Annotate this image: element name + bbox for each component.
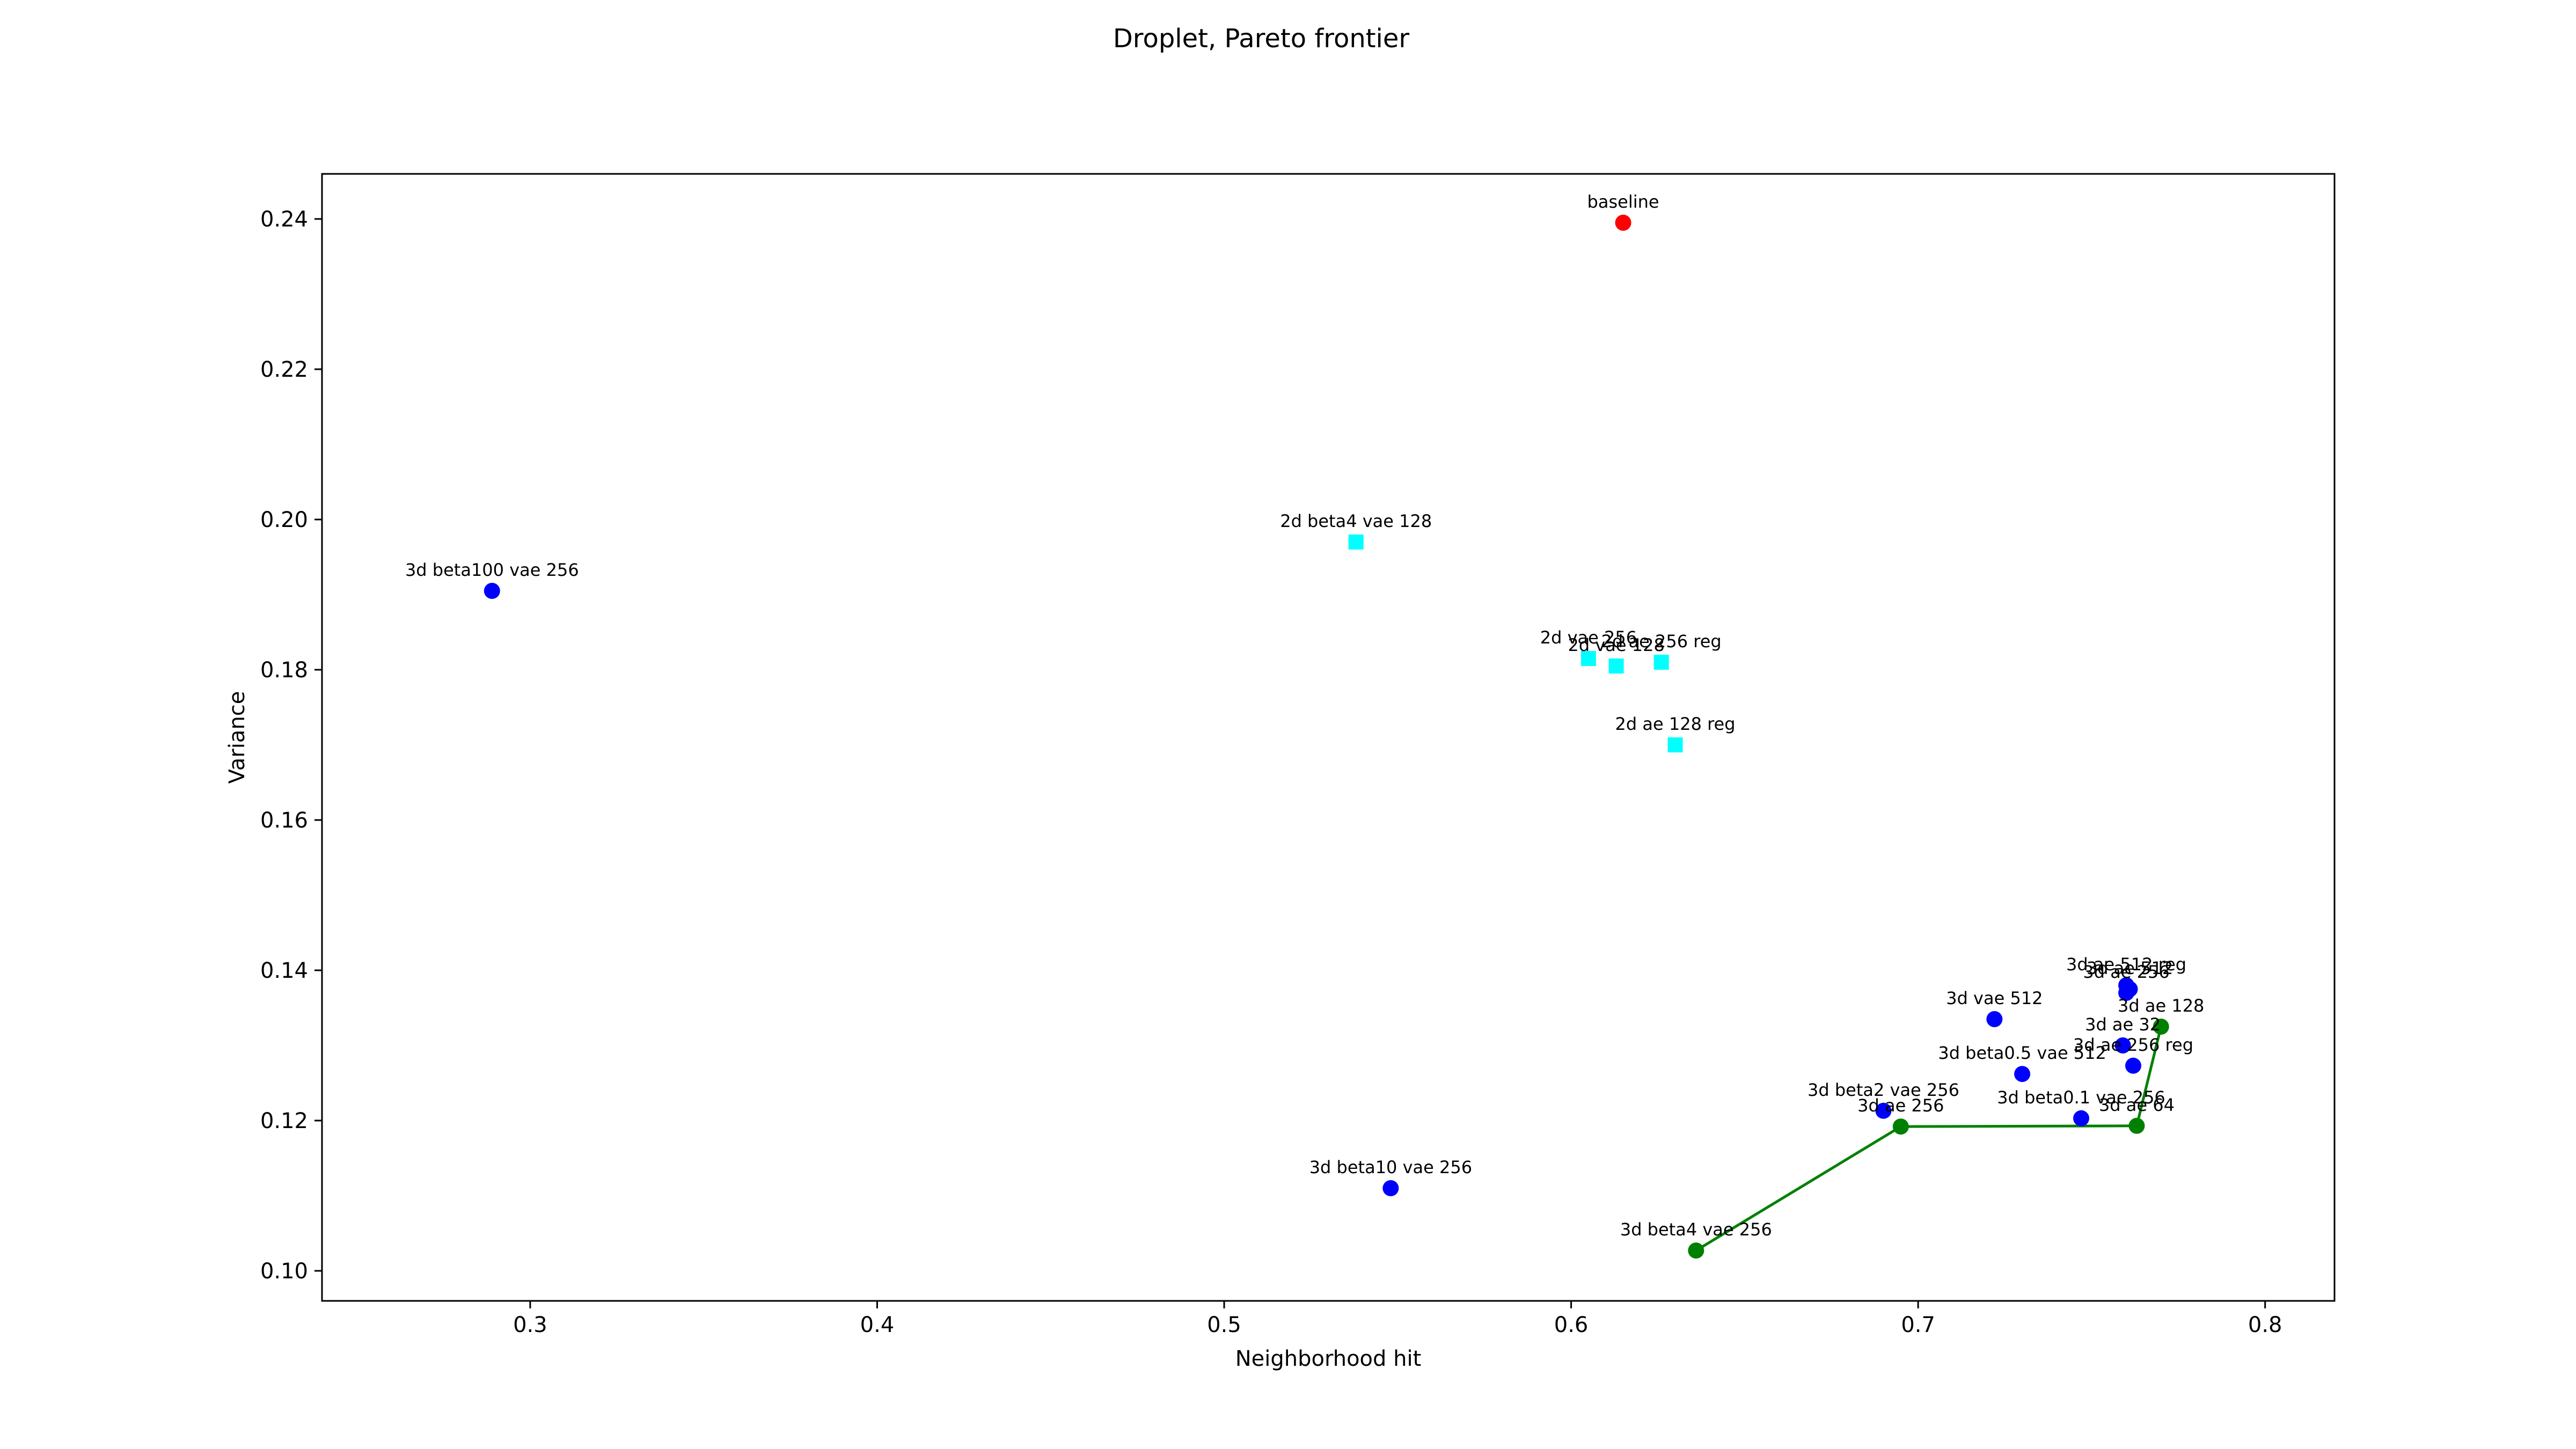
label-3d-beta10-vae-256: 3d beta10 vae 256 [1309,1157,1472,1177]
y-tick-label: 0.14 [260,958,308,983]
label-3d-beta0-5-vae-512: 3d beta0.5 vae 512 [1938,1043,2106,1063]
point-3d-beta4-vae-256 [1688,1242,1704,1259]
point-3d-ae-256-reg [2125,1057,2141,1074]
point-3d-ae-256 [1892,1118,1909,1135]
label-3d-ae-256: 3d ae 256 [1857,1095,1944,1116]
label-3d-beta4-vae-256: 3d beta4 vae 256 [1620,1219,1772,1240]
y-tick-label: 0.16 [260,808,308,833]
x-axis-ticks: 0.3 0.4 0.5 0.6 0.7 0.8 [513,1301,2282,1337]
y-tick-label: 0.12 [260,1109,308,1133]
label-2d-ae-128-reg: 2d ae 128 reg [1615,714,1736,734]
point-2d-ae-128-reg [1667,737,1683,752]
label-3d-beta100-vae-256: 3d beta100 vae 256 [405,560,579,580]
label-3d-ae-32: 3d ae 32 [2085,1014,2161,1035]
label-2d-vae-256: 2d vae 256 [1540,627,1637,648]
point-3d-ae-64 [2128,1117,2145,1134]
point-3d-ae-32 [2114,1037,2131,1053]
point-3d-ae-512 [2121,981,2138,997]
point-3d-beta0-1-vae-256 [2073,1110,2090,1126]
point-3d-vae-512 [1986,1011,2003,1027]
x-tick-label: 0.4 [860,1313,895,1337]
label-3d-beta2-vae-256: 3d beta2 vae 256 [1807,1080,1959,1100]
pareto-frontier-line [1695,1026,2163,1252]
label-3d-ae-512: 3d ae 512 [2087,958,2173,978]
label-2d-ae-256-reg: 2d ae 256 reg [1601,631,1722,652]
label-2d-beta4-vae-128: 2d beta4 vae 128 [1280,511,1432,531]
label-3d-ae-512-reg: 3d ae 512 reg [2066,954,2186,975]
label-2d-vae-128: 2d vae 128 [1568,635,1664,655]
point-2d-vae-256 [1580,651,1596,666]
plot-area [321,173,2336,1302]
point-2d-beta4-vae-128 [1348,535,1364,550]
x-tick-label: 0.7 [1901,1313,1935,1337]
y-axis-ticks: 0.10 0.12 0.14 0.16 0.18 0.20 0.22 0.24 [260,207,322,1284]
point-3d-beta10-vae-256 [1382,1180,1399,1196]
chart-title: Droplet, Pareto frontier [1113,24,1410,54]
point-3d-beta100-vae-256 [484,583,500,599]
x-axis-label: Neighborhood hit [1235,1346,1422,1371]
data-markers [484,215,2169,1259]
label-baseline: baseline [1587,192,1659,212]
point-3d-ae-128 [2153,1019,2169,1035]
y-tick-label: 0.18 [260,658,308,683]
point-2d-ae-256-reg [1653,655,1669,670]
label-3d-ae-64: 3d ae 64 [2099,1095,2175,1115]
x-tick-label: 0.5 [1207,1313,1241,1337]
point-3d-beta0-5-vae-512 [2014,1066,2031,1082]
pareto-frontier-polyline [1695,1026,2163,1252]
y-axis-label: Variance [225,691,250,784]
y-tick-label: 0.10 [260,1259,308,1284]
label-3d-vae-512: 3d vae 512 [1946,988,2043,1008]
label-3d-ae-256: 3d ae 256 [2083,962,2169,982]
x-tick-label: 0.3 [513,1313,547,1337]
point-baseline [1615,215,1631,231]
x-tick-label: 0.6 [1554,1313,1589,1337]
y-tick-label: 0.20 [260,508,308,532]
point-3d-beta2-vae-256 [1875,1102,1892,1119]
label-3d-beta0-1-vae-256: 3d beta0.1 vae 256 [1997,1087,2165,1108]
label-3d-ae-128: 3d ae 128 [2118,996,2204,1016]
x-tick-label: 0.8 [2248,1313,2282,1337]
y-tick-label: 0.24 [260,207,308,232]
label-3d-ae-256-reg: 3d ae 256 reg [2073,1035,2193,1055]
point-2d-vae-128 [1608,658,1624,674]
y-tick-label: 0.22 [260,357,308,382]
